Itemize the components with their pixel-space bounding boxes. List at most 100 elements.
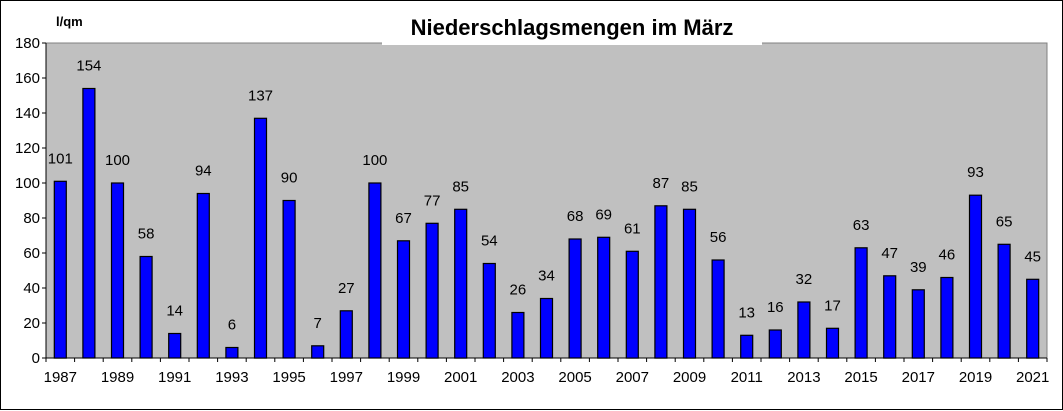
value-label-2010: 56	[710, 229, 727, 246]
bar-2021	[1026, 278, 1040, 359]
value-label-1989: 100	[105, 152, 130, 169]
value-label-2004: 34	[538, 268, 555, 285]
bar-1994	[253, 117, 268, 359]
value-label-2014: 17	[824, 297, 841, 314]
value-label-2006: 69	[595, 206, 612, 223]
bar-2017	[911, 289, 925, 359]
value-label-1998: 100	[362, 152, 387, 169]
bar-1992	[196, 192, 210, 359]
x-tick-label-2007: 2007	[616, 369, 649, 386]
bar-1990	[139, 255, 153, 359]
y-tick-label-100: 100	[15, 175, 40, 192]
value-label-1999: 67	[395, 210, 412, 227]
x-tick-label-1991: 1991	[158, 369, 191, 386]
value-label-2005: 68	[567, 208, 584, 225]
bar-2001	[454, 208, 468, 359]
x-tick-label-1987: 1987	[44, 369, 77, 386]
value-label-2015: 63	[853, 217, 870, 234]
value-label-2011: 13	[738, 304, 755, 321]
value-label-1995: 90	[281, 170, 298, 187]
bar-1999	[396, 240, 411, 359]
bar-2005	[568, 238, 582, 359]
bar-1996	[311, 345, 325, 359]
y-tick-label-120: 120	[15, 140, 40, 157]
bar-2003	[511, 311, 525, 359]
bar-2000	[425, 222, 439, 359]
value-label-2021: 45	[1024, 248, 1041, 265]
x-tick-label-1995: 1995	[272, 369, 305, 386]
bar-1988	[82, 87, 96, 359]
bar-2013	[797, 301, 811, 359]
bar-2009	[682, 208, 697, 359]
value-label-2012: 16	[767, 299, 784, 316]
bar-2015	[854, 247, 868, 359]
value-label-2019: 93	[967, 164, 984, 181]
value-label-1987: 101	[48, 150, 73, 167]
value-label-2018: 46	[939, 247, 956, 264]
x-tick-label-2015: 2015	[844, 369, 877, 386]
bar-2016	[883, 275, 897, 359]
y-tick-label-40: 40	[23, 280, 40, 297]
bar-1998	[368, 182, 382, 359]
x-tick-label-2019: 2019	[959, 369, 992, 386]
bar-2019	[968, 194, 983, 359]
value-label-2001: 85	[452, 178, 469, 195]
x-tick-label-2013: 2013	[787, 369, 820, 386]
y-tick-label-160: 160	[15, 70, 40, 87]
value-label-2009: 85	[681, 178, 698, 195]
value-label-2002: 54	[481, 233, 498, 250]
value-label-1993: 6	[228, 317, 236, 334]
value-label-2020: 65	[996, 213, 1013, 230]
y-tick-label-180: 180	[15, 35, 40, 52]
bar-2008	[654, 205, 668, 359]
x-tick-label-1993: 1993	[215, 369, 248, 386]
bar-2011	[740, 334, 754, 359]
bar-1993	[225, 346, 239, 359]
bar-2002	[482, 262, 496, 359]
bar-1987	[53, 180, 67, 359]
value-label-2016: 47	[881, 245, 898, 262]
x-tick-label-2003: 2003	[501, 369, 534, 386]
value-label-1988: 154	[76, 58, 101, 75]
value-label-2008: 87	[653, 175, 670, 192]
y-tick-label-80: 80	[23, 210, 40, 227]
x-tick-label-2001: 2001	[444, 369, 477, 386]
value-label-2017: 39	[910, 259, 927, 276]
bar-2018	[940, 276, 954, 359]
value-label-1991: 14	[166, 303, 183, 320]
x-tick-label-1989: 1989	[101, 369, 134, 386]
y-tick-label-0: 0	[32, 350, 40, 367]
chart-title: Niederschlagsmengen im März	[411, 15, 734, 40]
bar-1989	[110, 182, 125, 359]
y-tick-label-140: 140	[15, 105, 40, 122]
x-tick-label-2021: 2021	[1016, 369, 1049, 386]
value-label-2003: 26	[510, 282, 527, 299]
y-axis-unit-label: l/qm	[56, 14, 83, 29]
bar-2006	[597, 236, 611, 359]
x-tick-label-2011: 2011	[731, 369, 763, 386]
y-tick-label-60: 60	[23, 245, 40, 262]
bar-1997	[339, 310, 353, 359]
bar-2020	[997, 243, 1011, 359]
bar-2010	[711, 259, 725, 359]
value-label-1992: 94	[195, 163, 212, 180]
bar-2012	[768, 329, 782, 359]
value-label-1994: 137	[248, 87, 273, 104]
bar-2014	[825, 327, 840, 359]
x-tick-label-2005: 2005	[558, 369, 591, 386]
value-label-2013: 32	[796, 271, 813, 288]
value-label-2007: 61	[624, 220, 641, 237]
value-label-2000: 77	[424, 192, 441, 209]
value-label-1997: 27	[338, 280, 355, 297]
chart-title-background	[382, 13, 762, 45]
x-tick-label-1997: 1997	[330, 369, 363, 386]
x-tick-label-2017: 2017	[902, 369, 935, 386]
bar-2007	[625, 250, 639, 359]
x-tick-label-1999: 1999	[387, 369, 420, 386]
bar-2004	[539, 297, 554, 359]
bar-1991	[168, 332, 182, 359]
value-label-1990: 58	[138, 226, 155, 243]
y-tick-label-20: 20	[23, 315, 40, 332]
